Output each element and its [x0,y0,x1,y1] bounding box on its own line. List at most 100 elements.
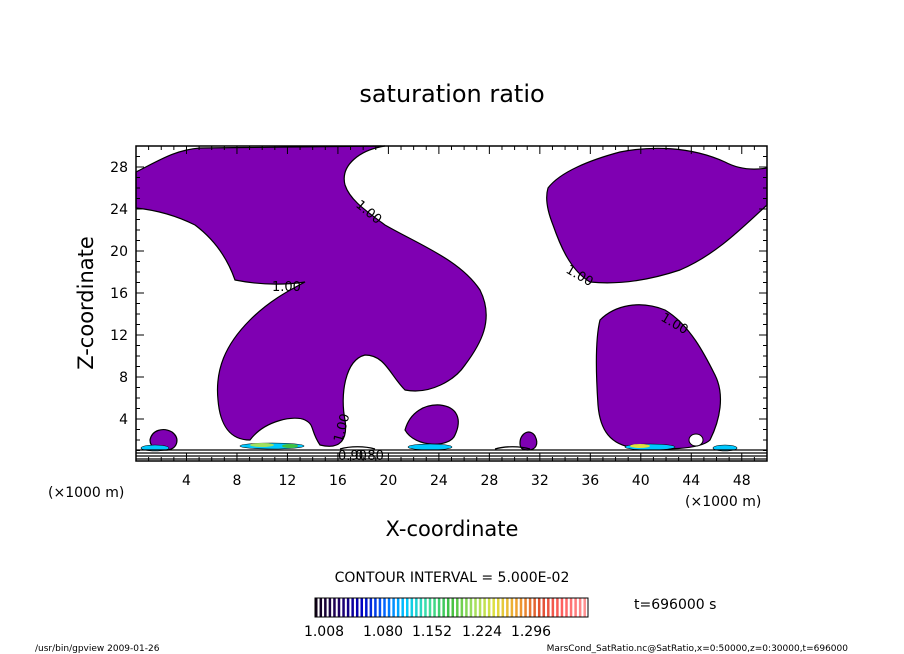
colorbar-cell [365,598,368,617]
colorbar-cell [355,598,359,617]
colorbar-cell [328,598,332,617]
contour-label: 1.00 [331,412,353,444]
colorbar-cell [401,598,404,617]
colorbar-cell [465,598,468,617]
colorbar-cell [419,598,423,617]
colorbar-cell [460,598,464,617]
colorbar-cell [533,598,536,617]
colorbar-cell [542,598,546,617]
contour-interval: CONTOUR INTERVAL = 5.000E-02 [335,570,570,586]
colorbar-cell [342,598,345,617]
x-axis-ticks: 4 8 12 16 20 24 28 32 36 40 44 48 [148,146,755,489]
colorbar-cell [478,598,482,617]
colorbar-cell [497,598,500,617]
x-tick-label: 24 [430,473,448,489]
footer-left: /usr/bin/gpview 2009-01-26 [35,644,160,654]
colorbar-cell [515,598,518,617]
colorbar-cell [374,598,377,617]
y-tick-label: 16 [110,286,128,302]
y-tick-label: 8 [119,370,128,386]
y-tick-label: 12 [110,328,128,344]
colorbar-cell [396,598,400,617]
colorbar-cell [569,598,573,617]
colorbar-cell [583,598,586,617]
colorbar-cell [487,598,491,617]
colorbar-cell [319,598,323,617]
colorbar-cell [410,598,414,617]
colorbar-cell [510,598,514,617]
colorbar-cell [506,598,509,617]
colorbar-cell [437,598,441,617]
colorbar-cell [433,598,436,617]
x-axis-title: X-coordinate [386,517,519,541]
colorbar-cell [501,598,505,617]
colorbar-tick-label: 1.224 [462,624,502,640]
colorbar-tick-label: 1.080 [363,624,403,640]
x-tick-label: 48 [733,473,751,489]
colorbar-cell [346,598,350,617]
colorbar-cell [492,598,495,617]
region-right-lower [595,304,721,450]
colorbar-tick-label: 1.296 [511,624,551,640]
colorbar-cell [528,598,532,617]
colorbar-cell [578,598,582,617]
contour-label: 1.00 [272,280,301,295]
y-tick-label: 20 [110,244,128,260]
colorbar-cell [337,598,341,617]
colorbar-cell [324,598,327,617]
colorbar-cell [351,598,354,617]
z-unit-label: (×1000 m) [48,485,124,501]
x-tick-label: 28 [480,473,498,489]
footer-right: MarsCond_SatRatio.nc@SatRatio,x=0:50000,… [547,644,849,654]
time-label: t=696000 s [634,597,716,613]
saturation-regions [135,145,768,451]
colorbar-tick-labels: 1.008 1.080 1.152 1.224 1.296 [304,624,551,640]
x-tick-label: 4 [182,473,191,489]
colorbar-cell [474,598,477,617]
colorbar-cell [483,598,486,617]
x-tick-label: 44 [682,473,700,489]
colorbar-cell [406,598,409,617]
high-saturation-spots [140,442,738,452]
region-right-upper [546,147,768,284]
colorbar-cell [383,598,386,617]
x-tick-label: 36 [581,473,599,489]
colorbar-cell [537,598,541,617]
colorbar-cell [315,598,318,617]
y-axis-ticks: 4 8 12 16 20 24 28 [110,156,767,451]
x-tick-label: 16 [329,473,347,489]
colorbar-cell [519,598,523,617]
colorbar-cell [369,598,373,617]
colorbar-cell [524,598,527,617]
x-tick-label: 8 [232,473,241,489]
colorbar-cell [333,598,336,617]
colorbar-cell [392,598,395,617]
colorbar-cell [442,598,445,617]
x-tick-label: 20 [379,473,397,489]
y-tick-label: 24 [110,202,128,218]
colorbar-cell [360,598,364,617]
x-unit-label: (×1000 m) [685,494,761,510]
x-tick-label: 12 [279,473,297,489]
colorbar-cell [469,598,473,617]
colorbar-cell [456,598,459,617]
colorbar-cell [547,598,550,617]
x-tick-label: 40 [632,473,650,489]
y-tick-label: 4 [119,412,128,428]
colorbar-cell [551,598,555,617]
colorbar [315,598,586,617]
x-tick-label: 32 [531,473,549,489]
colorbar-cell [451,598,455,617]
colorbar-cell [424,598,427,617]
chart-title: saturation ratio [359,80,544,108]
colorbar-cell [446,598,450,617]
colorbar-cell [415,598,418,617]
colorbar-tick-label: 1.008 [304,624,344,640]
y-axis-title: Z-coordinate [74,236,98,370]
colorbar-cell [428,598,432,617]
region-hole [688,433,704,447]
colorbar-cell [387,598,391,617]
plot-area: 1.00 1.00 1.00 1.00 1.00 0.90 0.80 [135,145,768,464]
colorbar-frame [314,597,589,618]
colorbar-cell [556,598,559,617]
